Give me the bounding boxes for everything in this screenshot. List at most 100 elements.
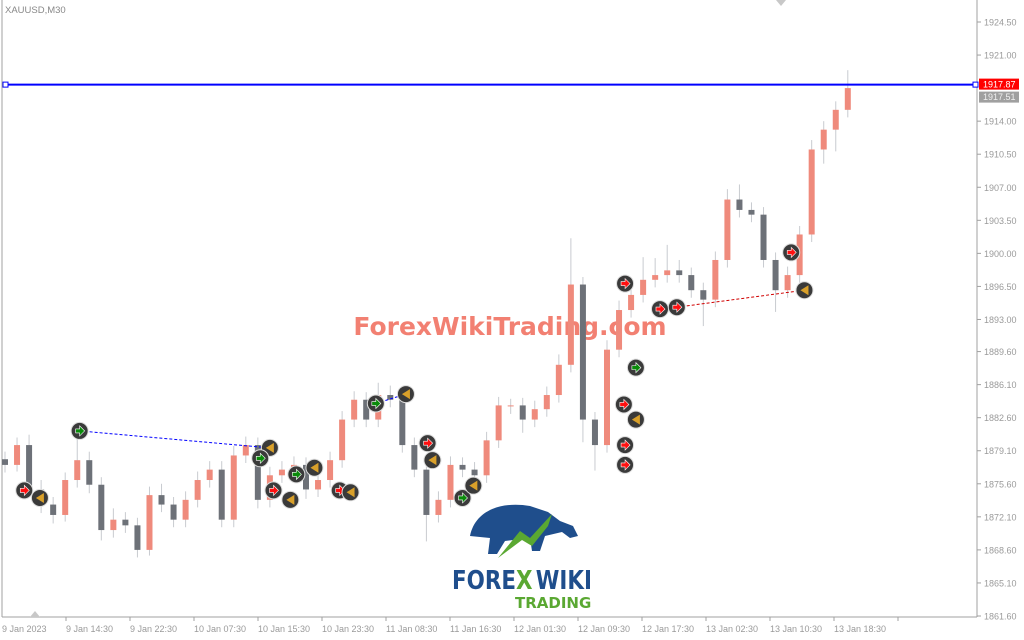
candle	[772, 252, 779, 312]
candle	[218, 461, 225, 528]
trade-marker-sell	[15, 481, 34, 500]
candle-body-bear	[760, 214, 767, 260]
candle-body-bear	[158, 495, 165, 505]
sell-arrow-icon	[619, 398, 630, 411]
candle	[146, 486, 153, 556]
logo-text-x: X	[516, 566, 533, 596]
candle-body-bull	[784, 275, 791, 291]
candle	[182, 491, 189, 528]
candle-body-bull	[62, 480, 69, 515]
candle	[808, 140, 815, 243]
trade-marker-close	[30, 488, 49, 507]
candle	[844, 70, 851, 118]
candle-body-bear	[26, 445, 33, 490]
close-triangle-icon	[401, 389, 410, 400]
candle-body-bull	[531, 409, 538, 420]
trade-marker-sell	[616, 455, 635, 474]
candle-body-bull	[110, 519, 117, 531]
trade-markers	[15, 243, 814, 509]
candle-body-bull	[194, 480, 201, 500]
candle	[14, 437, 21, 472]
candle-body-bear	[579, 284, 586, 420]
candle	[339, 411, 346, 468]
price-axis[interactable]: 1924.50 1921.00 1914.00 1910.50 1907.00 1903.…	[977, 18, 1017, 622]
sell-arrow-icon	[620, 277, 631, 290]
time-axis[interactable]: 9 Jan 2023 9 Jan 14:30 9 Jan 22:30 10 Jan 0…	[2, 617, 899, 634]
sell-arrow-icon	[269, 484, 279, 497]
sell-arrow-icon	[423, 437, 434, 449]
buy-arrow-icon	[458, 492, 468, 504]
trade-marker-sell	[264, 481, 283, 500]
candle-body-bear	[676, 270, 683, 276]
close-triangle-icon	[631, 414, 640, 425]
candle	[122, 512, 129, 533]
trade-marker-close	[626, 410, 645, 429]
candle-body-bull	[339, 419, 346, 461]
candle-body-bull	[616, 310, 623, 350]
candle	[230, 446, 237, 528]
candle	[832, 101, 839, 152]
candle	[447, 456, 454, 508]
candle	[519, 397, 526, 433]
candle-body-bear	[423, 469, 430, 515]
candle-body-bear	[519, 405, 526, 420]
close-triangle-icon	[35, 492, 44, 503]
chart-shift-marker-icon[interactable]	[776, 0, 786, 6]
symbol-timeframe-label: XAUUSD,M30	[5, 5, 66, 16]
y-tick-label: 1893.00	[984, 315, 1017, 325]
price-line[interactable]: 1917.51 1917.87	[2, 78, 1019, 103]
logo-wordmark: FOREXWIKI	[452, 566, 592, 596]
candle	[640, 257, 647, 303]
candle-body-bull	[640, 279, 647, 295]
candle	[50, 497, 57, 524]
x-tick-label: 9 Jan 22:30	[130, 624, 177, 634]
candle	[242, 436, 249, 464]
trade-marker-close	[305, 458, 324, 477]
trade-marker-close	[281, 490, 300, 509]
candle-body-bull	[483, 440, 490, 476]
y-tick-label: 1872.10	[984, 512, 1017, 522]
y-tick-label: 1861.60	[984, 612, 1017, 622]
sell-arrow-icon	[655, 303, 666, 315]
candle	[555, 354, 562, 403]
y-tick-label: 1900.00	[984, 249, 1017, 259]
trade-marker-close	[423, 451, 442, 470]
candle	[543, 386, 550, 417]
y-tick-label: 1868.60	[984, 545, 1017, 555]
candle-body-bull	[435, 499, 442, 515]
candle	[616, 300, 623, 358]
candle	[74, 437, 81, 488]
watermark-text: ForexWikiTrading.com	[353, 312, 666, 341]
arrow-logo-icon	[498, 514, 552, 558]
logo-text-fore: FORE	[452, 566, 516, 596]
candle	[712, 251, 719, 308]
candle	[254, 437, 261, 509]
candles	[2, 70, 851, 558]
candle	[724, 189, 731, 268]
candle	[158, 483, 165, 513]
close-triangle-icon	[265, 442, 274, 453]
close-triangle-icon	[310, 462, 319, 473]
candle-body-bear	[134, 525, 141, 550]
secondary-price-label: 1917.51	[983, 92, 1016, 102]
x-tick-label: 11 Jan 08:30	[386, 624, 437, 634]
trade-marker-sell	[667, 298, 686, 317]
candle	[664, 244, 671, 283]
candle	[700, 282, 707, 327]
candle-body-bull	[447, 464, 454, 500]
x-tick-label: 10 Jan 07:30	[194, 624, 246, 634]
candle-body-bull	[712, 259, 719, 300]
y-tick-label: 1889.60	[984, 347, 1017, 357]
scroll-marker-icon[interactable]	[30, 611, 40, 617]
current-price-label: 1917.87	[983, 80, 1016, 90]
close-triangle-icon	[428, 455, 437, 466]
bull-logo-icon	[470, 504, 578, 554]
y-tick-label: 1910.50	[984, 150, 1017, 160]
candle-body-bear	[50, 504, 57, 515]
candle	[507, 398, 514, 414]
candle-body-bear	[748, 209, 755, 215]
candle-body-bull	[74, 460, 81, 481]
candle	[2, 451, 8, 473]
candle-body-bull	[182, 499, 189, 520]
